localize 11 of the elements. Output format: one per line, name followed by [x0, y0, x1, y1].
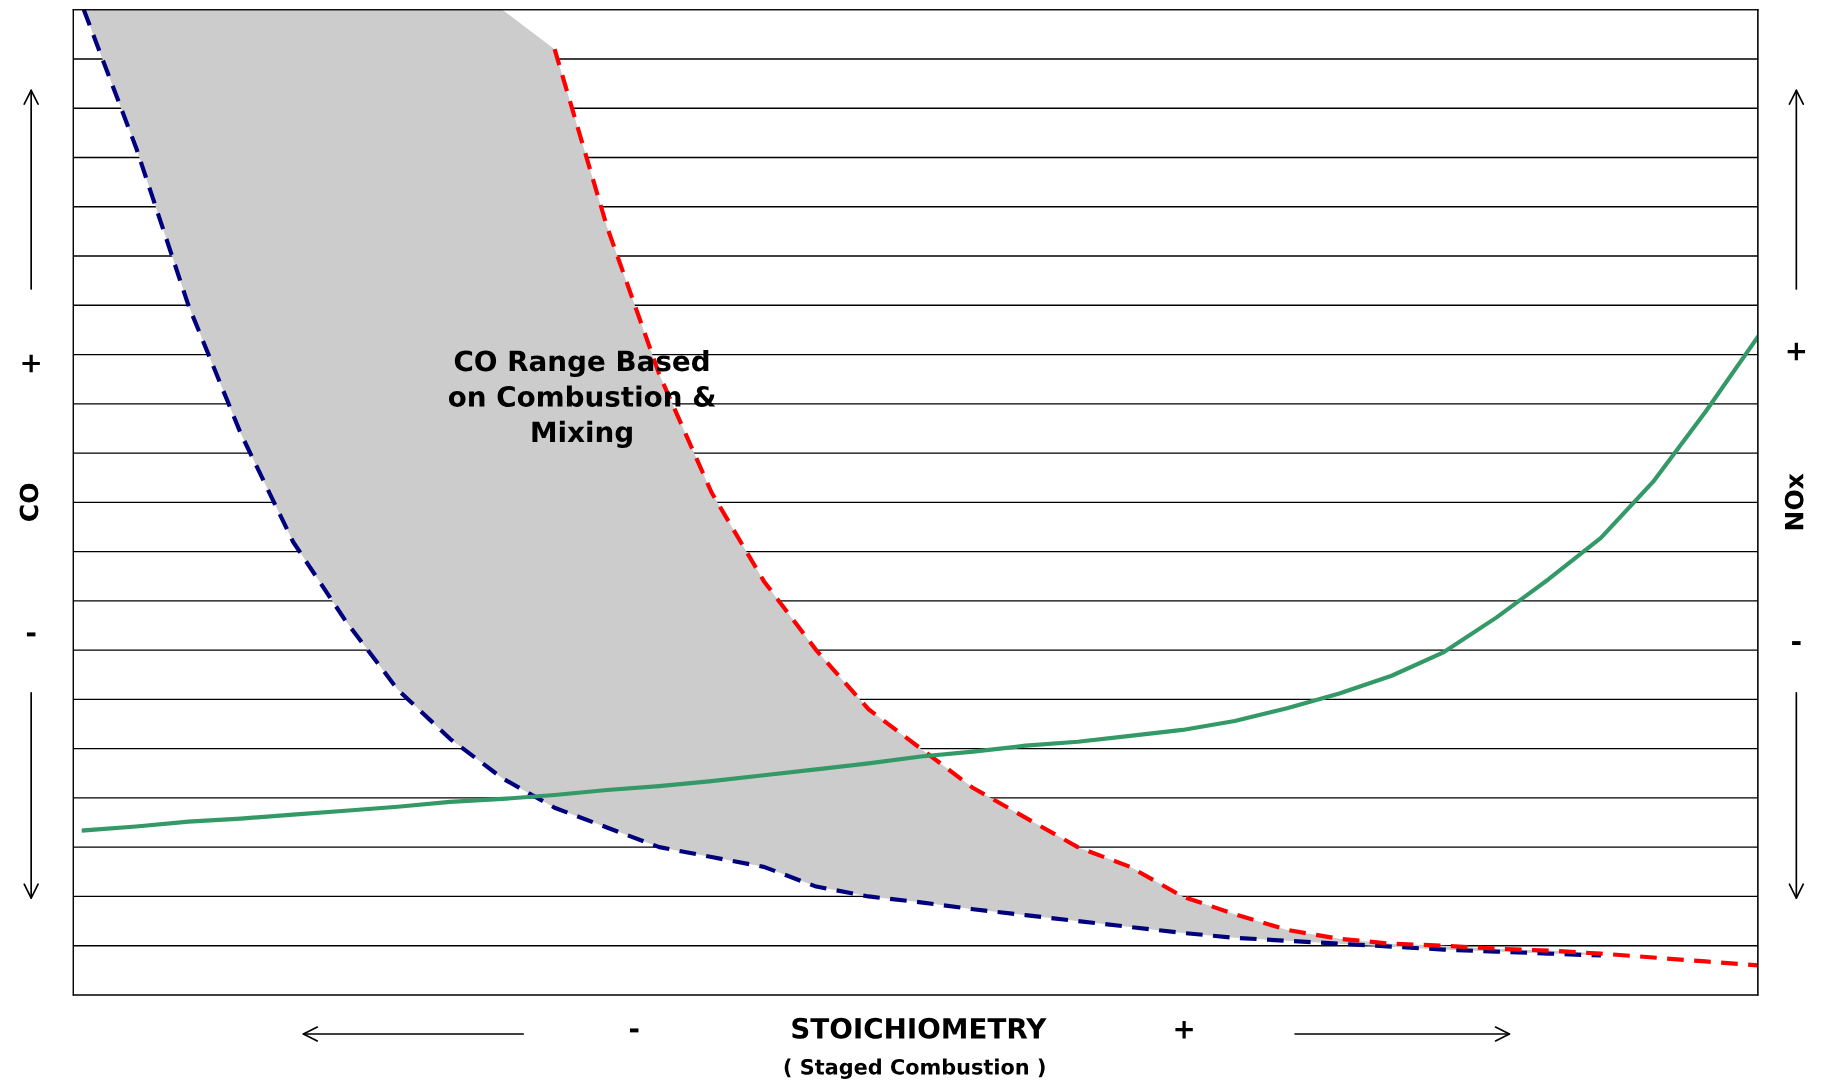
y2-axis-title: NOx — [1784, 473, 1804, 530]
text: - — [1792, 641, 1801, 646]
text: + — [1787, 342, 1806, 361]
text: + — [22, 354, 40, 373]
x-axis-title: STOICHIOMETRY — [792, 1017, 1047, 1039]
text: - — [26, 632, 36, 637]
text: + — [1175, 1021, 1193, 1039]
text: - — [629, 1028, 639, 1033]
y-axis-title: CO — [19, 483, 39, 521]
annotation: CO Range Based on Combustion & Mixing — [448, 349, 716, 448]
text: ( Staged Combustion ) — [784, 1058, 1045, 1079]
